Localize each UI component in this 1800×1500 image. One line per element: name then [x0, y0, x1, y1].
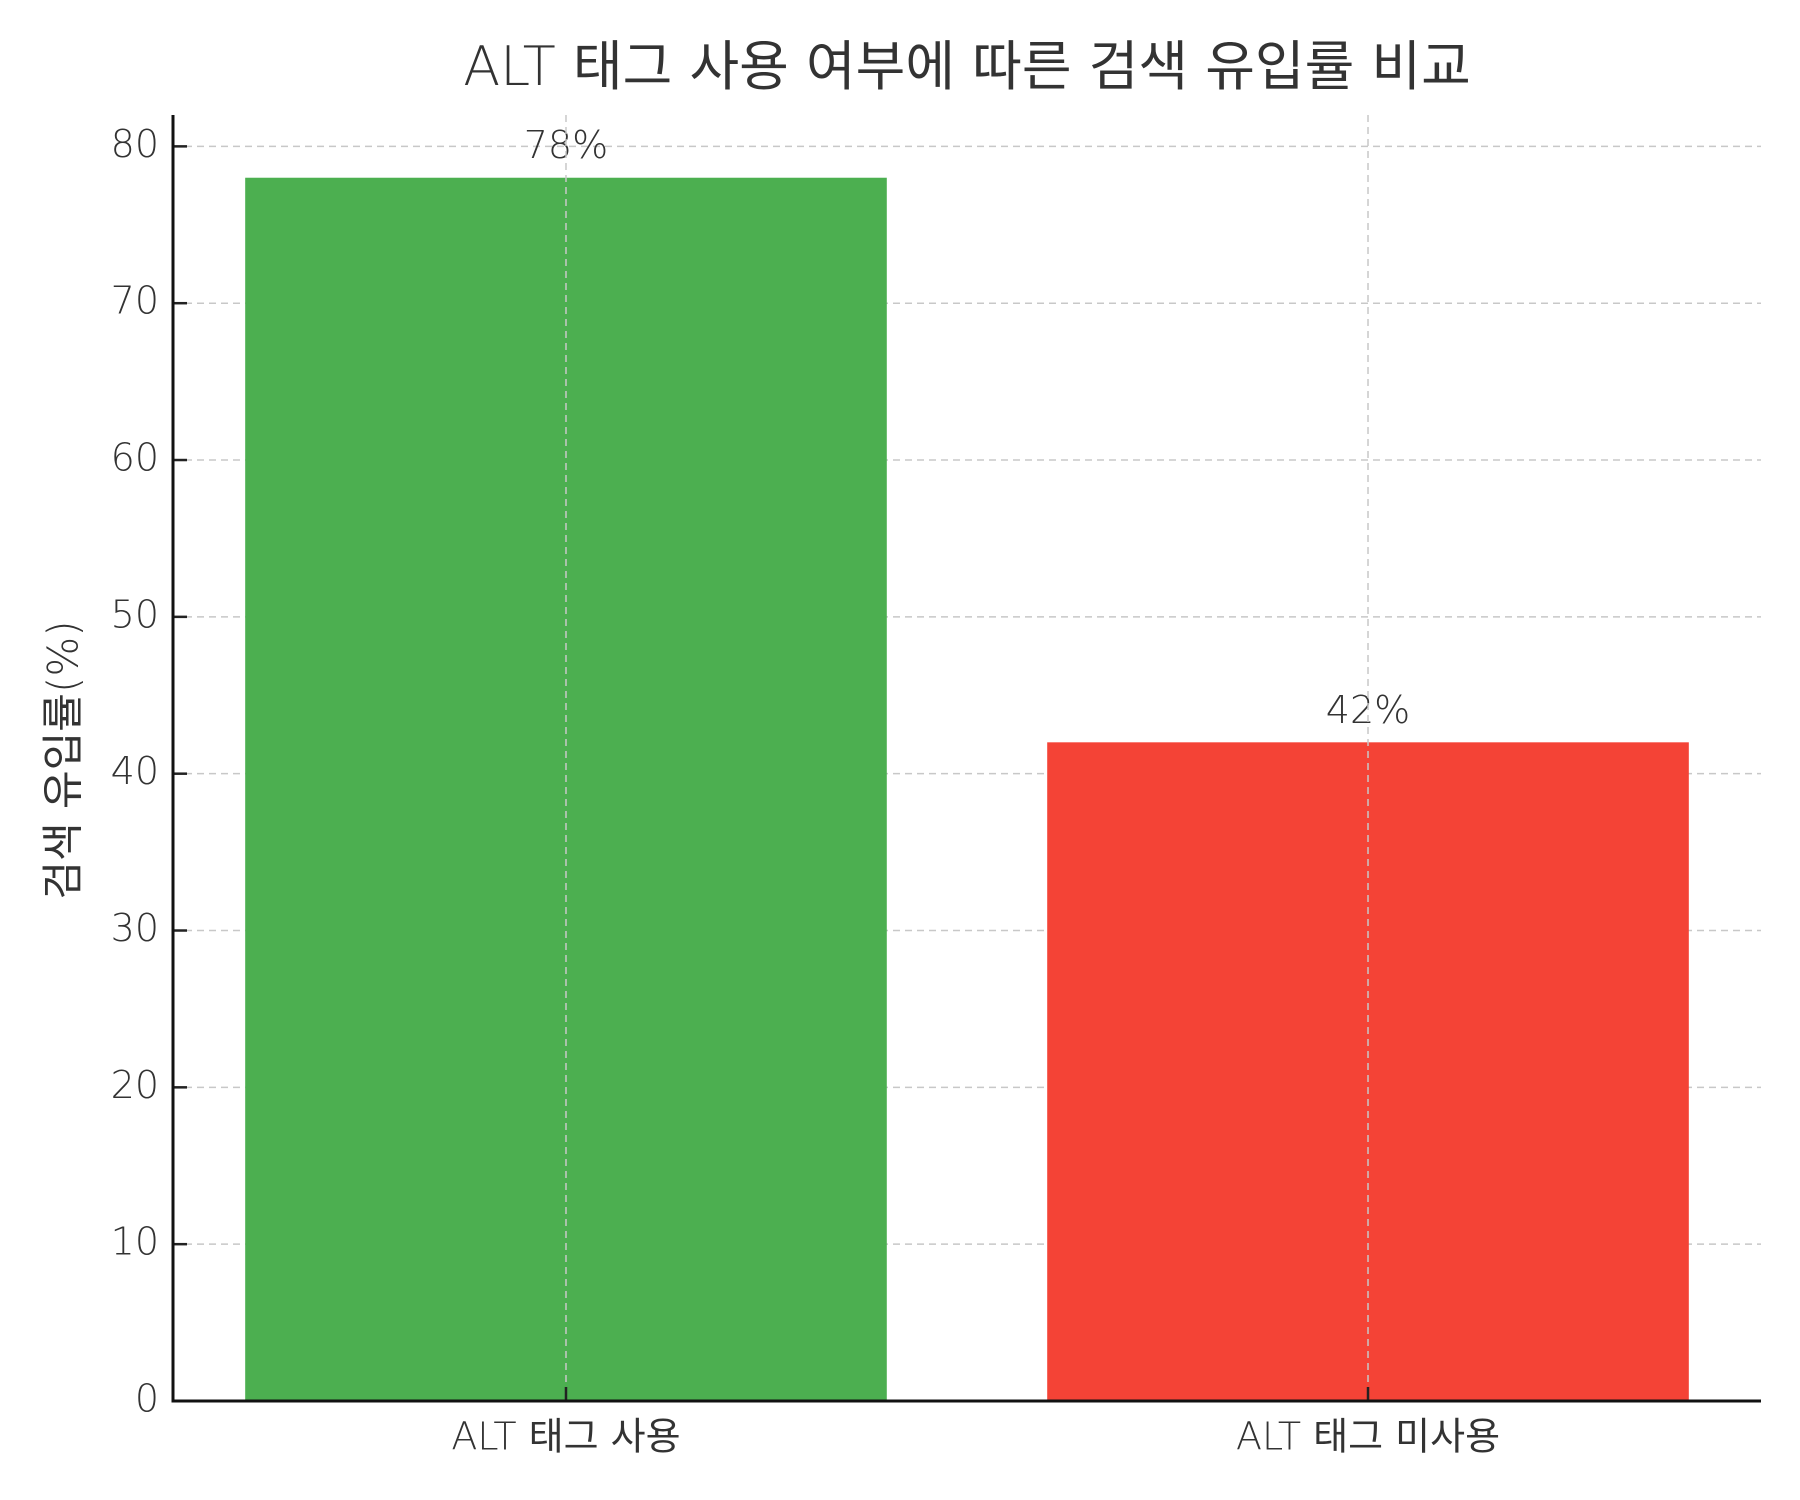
y-axis-label: 검색 유입률(%) — [39, 620, 88, 899]
x-tick-label: ALT 태그 미사용 — [1236, 1415, 1500, 1459]
y-tick-label: 0 — [135, 1377, 159, 1421]
x-tick-label: ALT 태그 사용 — [451, 1415, 680, 1459]
y-tick-label: 80 — [111, 122, 159, 166]
y-tick-label: 70 — [111, 279, 159, 323]
y-tick-label: 60 — [111, 436, 159, 480]
y-tick-label: 10 — [111, 1220, 159, 1264]
y-tick-label: 40 — [111, 749, 159, 793]
y-tick-label: 20 — [111, 1063, 159, 1107]
chart-title: ALT 태그 사용 여부에 따른 검색 유입률 비교 — [463, 35, 1471, 98]
y-tick-label: 30 — [111, 906, 159, 950]
y-tick-label: 50 — [111, 592, 159, 636]
